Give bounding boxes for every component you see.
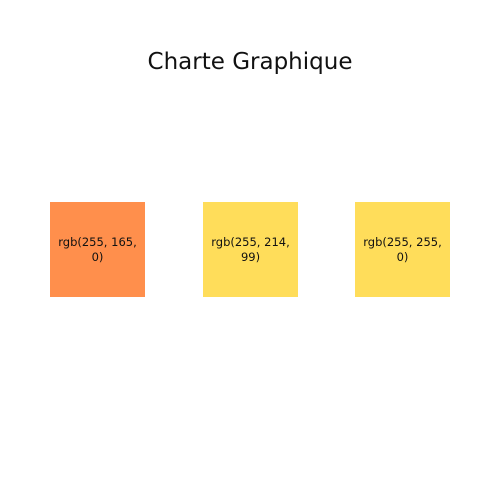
color-swatch-yellow: rgb(255, 255, 0) xyxy=(355,202,450,297)
swatch-label: rgb(255, 165, 0) xyxy=(58,234,137,264)
page-title: Charte Graphique xyxy=(147,49,353,75)
color-swatch-orange: rgb(255, 165, 0) xyxy=(50,202,145,297)
swatch-label: rgb(255, 214, 99) xyxy=(211,234,290,264)
color-swatch-light-yellow: rgb(255, 214, 99) xyxy=(203,202,298,297)
swatch-label: rgb(255, 255, 0) xyxy=(363,234,442,264)
